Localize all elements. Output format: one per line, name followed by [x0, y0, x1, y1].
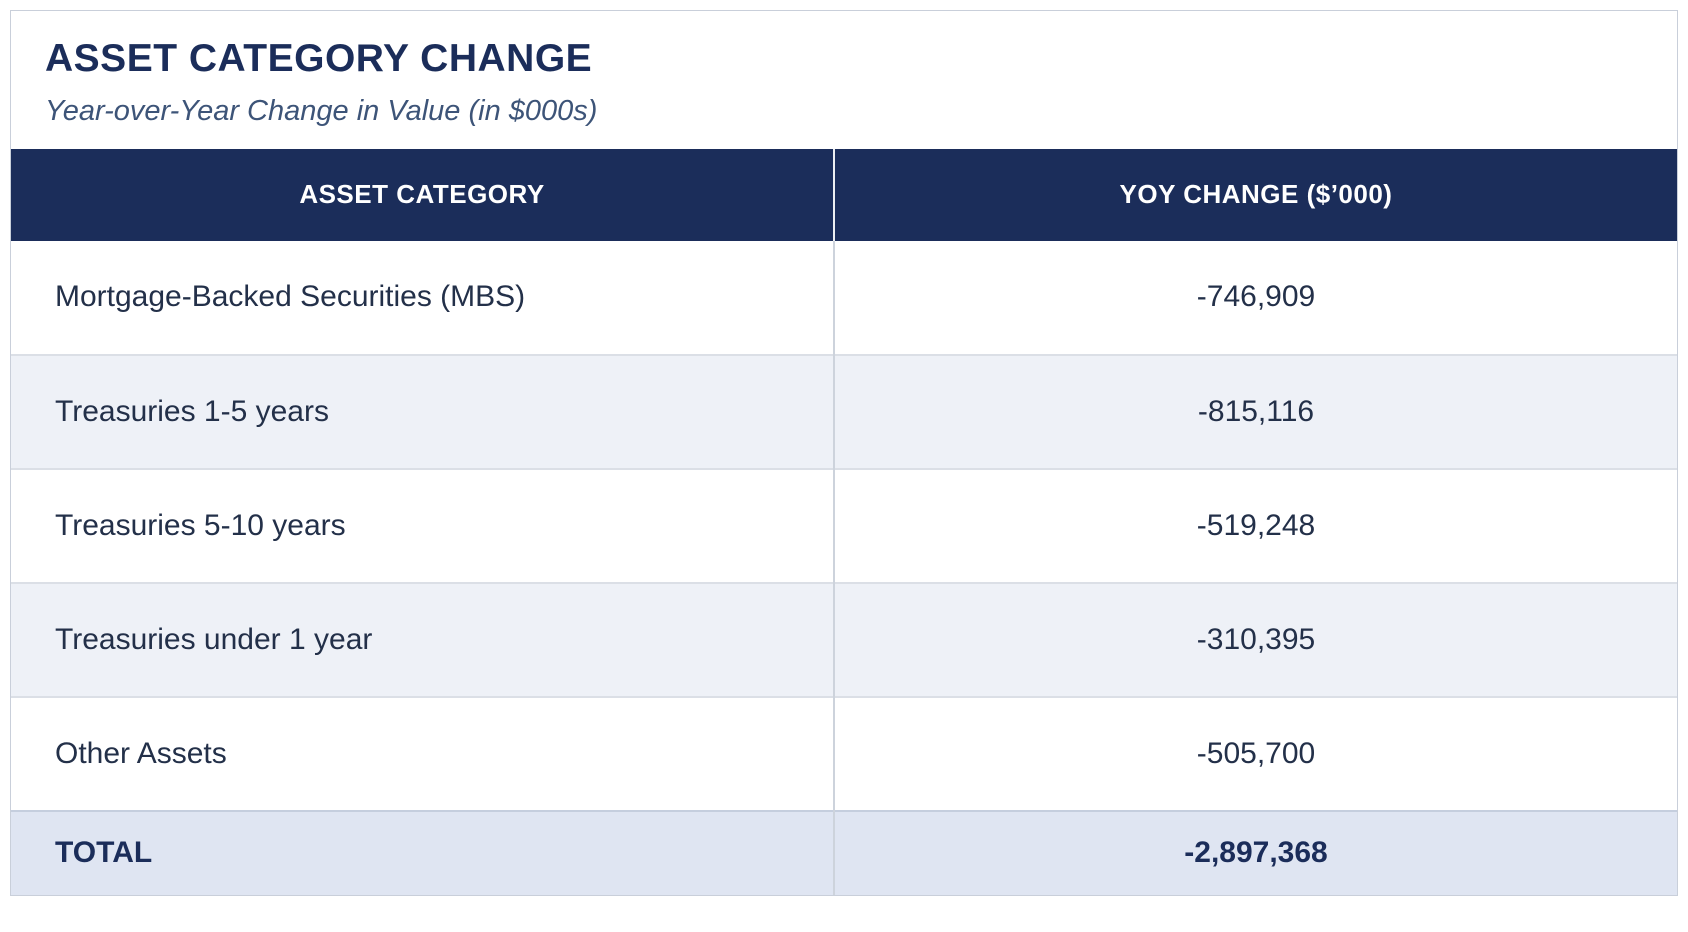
total-label: TOTAL — [11, 809, 834, 895]
column-header-asset-category: ASSET CATEGORY — [11, 148, 835, 241]
table-row: Treasuries 1-5 years -815,116 — [11, 353, 1677, 469]
table-row: Mortgage-Backed Securities (MBS) -746,90… — [11, 240, 1677, 355]
title-block: ASSET CATEGORY CHANGE Year-over-Year Cha… — [11, 11, 1677, 149]
yoy-change-cell: -505,700 — [833, 695, 1677, 811]
yoy-change-cell: -519,248 — [833, 467, 1677, 583]
yoy-change-cell: -310,395 — [833, 581, 1677, 697]
asset-category-table: ASSET CATEGORY YOY CHANGE ($’000) Mortga… — [11, 148, 1677, 895]
table-row: Treasuries 5-10 years -519,248 — [11, 467, 1677, 583]
asset-category-cell: Mortgage-Backed Securities (MBS) — [55, 280, 526, 314]
asset-category-cell: Treasuries 5-10 years — [11, 467, 834, 583]
column-header-yoy-change: YOY CHANGE ($’000) — [834, 148, 1677, 241]
table-row: Other Assets -505,700 — [11, 695, 1677, 811]
asset-category-cell: Other Assets — [11, 695, 834, 811]
table-body: Mortgage-Backed Securities (MBS) -746,90… — [11, 240, 1677, 811]
asset-category-cell: Treasuries 1-5 years — [11, 353, 834, 469]
yoy-change-cell: -815,116 — [833, 353, 1677, 469]
table-header-row: ASSET CATEGORY YOY CHANGE ($’000) — [11, 148, 1677, 241]
total-row: TOTAL -2,897,368 — [11, 809, 1677, 895]
yoy-change-cell: -746,909 — [833, 240, 1677, 355]
asset-category-cell: Treasuries under 1 year — [11, 581, 834, 697]
page-title: ASSET CATEGORY CHANGE — [45, 37, 593, 80]
table-row: Treasuries under 1 year -310,395 — [11, 581, 1677, 697]
total-value: -2,897,368 — [833, 809, 1677, 895]
asset-category-change-card: ASSET CATEGORY CHANGE Year-over-Year Cha… — [10, 10, 1678, 896]
page-subtitle: Year-over-Year Change in Value (in $000s… — [45, 94, 598, 127]
